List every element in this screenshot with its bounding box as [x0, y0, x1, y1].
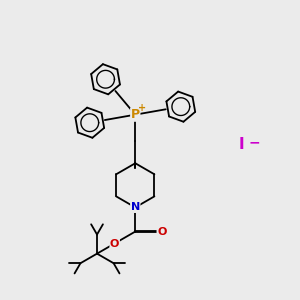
Text: −: −: [249, 136, 260, 150]
Text: +: +: [138, 103, 146, 113]
Text: O: O: [157, 226, 167, 237]
Text: O: O: [110, 239, 119, 249]
Text: P: P: [131, 108, 140, 121]
Text: I: I: [238, 136, 244, 152]
Text: N: N: [131, 202, 140, 212]
